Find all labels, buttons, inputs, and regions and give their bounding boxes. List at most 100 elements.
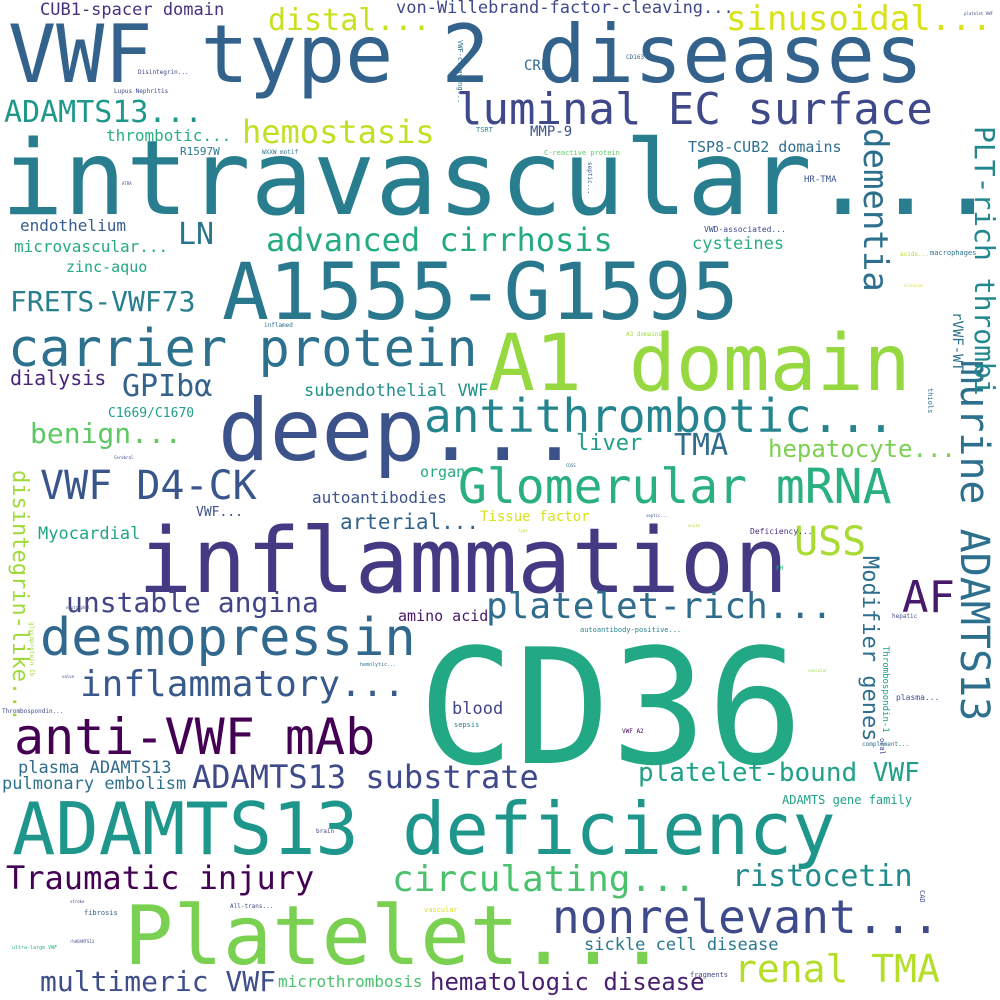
word-c-reactive-protein: C-reactive protein — [544, 149, 620, 157]
word-adamts13-substrate: ADAMTS13 substrate — [192, 758, 539, 796]
word-von-willebrand: von-Willebrand-factor-cleaving... — [396, 0, 734, 18]
word-ristocetin: ristocetin — [732, 859, 913, 894]
word-autoantibody-positive: autoantibody-positive... — [580, 626, 682, 634]
word-deep: deep... — [218, 381, 581, 481]
word-cysteines: cysteines — [692, 234, 785, 254]
word-modifier-genes: Modifier genes — [857, 556, 882, 742]
word-macrophages: macrophages — [930, 249, 977, 257]
word-unstable-angina: unstable angina — [66, 586, 319, 619]
word-all-trans: All-trans... — [230, 903, 274, 910]
word-tma: TMA — [674, 428, 729, 463]
word-vwf-d4-ck: VWF D4-CK — [40, 463, 257, 509]
word-ultra-large-vwf: TP — [692, 816, 697, 821]
word-endothelium: endothelium — [20, 216, 126, 235]
word-inflammatory: inflammatory... — [80, 664, 406, 705]
word-hematologic-disease: hematologic disease — [430, 968, 705, 996]
word-glomerular-mrna: Glomerular mRNA — [458, 459, 892, 515]
word-desmopressin: desmopressin — [40, 608, 416, 668]
word-platelet-rich: platelet-rich... — [486, 586, 833, 627]
word-intravascular: intravascular... — [1, 119, 999, 239]
word-nonrelevant: nonrelevant... — [552, 890, 940, 944]
word-lupus-nephritis: Lupus Nephritis — [114, 88, 169, 95]
word-thiols: thiols — [926, 388, 934, 414]
word-liver: liver — [576, 431, 643, 456]
word-multimeric-vwf: multimeric VWF — [40, 965, 277, 998]
word-valve: vascular — [808, 668, 828, 673]
word-a3-domains: A3 domains — [626, 331, 663, 338]
word-r1597w: R1597W — [180, 145, 220, 158]
word-sickle-cell-disease: sickle cell disease — [584, 935, 779, 955]
word-inflamed: inflamed — [264, 322, 293, 329]
word-plasma-adamts13: plasma ADAMTS13 — [18, 758, 172, 778]
word-uss: USS — [794, 519, 867, 565]
word-autoantibodies: autoantibodies — [312, 488, 447, 507]
word-hr-tma: HR-TMA — [804, 175, 837, 185]
word-cub1-spacer-domain: CUB1-spacer domain — [40, 0, 225, 20]
word-hemolytic: hemolytic... — [360, 662, 397, 668]
word-crp: CRP — [524, 58, 550, 74]
word-rvwf-wt: rVWF-WT — [949, 312, 965, 372]
word-atra: CDSS — [566, 463, 576, 468]
word-fragments: fragments — [690, 971, 728, 979]
word-tissue-factor: Tissue factor — [480, 509, 590, 525]
word-platelet: Platelet... — [124, 889, 668, 984]
word-stroke: platelet VWF — [964, 11, 993, 16]
word-tsrt: TSRT — [476, 126, 493, 134]
word-plasma-ellipsis: plasma... — [896, 693, 940, 702]
word-amino-acid: amino acid — [398, 607, 489, 625]
word-cd36: CD36 — [418, 614, 804, 801]
word-adamts13-deficiency: ADAMTS13 deficiency — [12, 787, 836, 871]
word-tsp8-cub2-domains: TSP8-CUB2 domains — [688, 138, 842, 156]
word-a1-domain: A1 domain — [488, 319, 911, 409]
word-blood: blood — [452, 699, 504, 719]
word-rhadamts13: ultra-large VWF — [12, 945, 58, 951]
word-hepatocyte: hepatocyte... — [768, 435, 956, 463]
word-dialysis: dialysis — [10, 366, 107, 390]
word-vwd-associated: VWD-associated... — [704, 225, 786, 234]
word-septic: septic... — [586, 162, 593, 195]
word-mmp-9: MMP-9 — [530, 124, 573, 140]
word-adamts-gene-family: ADAMTS gene family — [782, 793, 913, 807]
word-platelet-bound-vwf: platelet-bound VWF — [638, 758, 920, 788]
word-type: septic... — [646, 513, 668, 518]
word-subendothelial-vwf: subendothelial VWF — [304, 381, 489, 401]
word-benign: benign... — [30, 417, 182, 450]
word-cad: CAD — [918, 890, 926, 903]
word-hepatic: hepatic — [892, 613, 918, 620]
word-deficiency-ellipsis: Deficiency... — [750, 527, 813, 536]
word-myocardial: Myocardial — [38, 524, 141, 544]
word-hemostasis: hemostasis — [242, 113, 435, 151]
word-af: AF — [902, 572, 955, 623]
word-antithrombotic: antithrombotic... — [424, 389, 895, 443]
word-thrombospondin: Thrombospondin... — [2, 708, 64, 715]
word-sepsis: sepsis — [454, 721, 480, 729]
word-distal: distal... — [268, 3, 431, 38]
word-sinusoidal: sinusoidal... — [726, 0, 993, 39]
word-vascular: vascular — [424, 906, 458, 914]
word-anti-vwf-mab: anti-VWF mAb — [14, 708, 376, 766]
word-disintegrin: Disintegrin... — [138, 69, 189, 76]
word-clinical: neutrophil — [66, 605, 91, 610]
word-adamts13-ellipsis: ADAMTS13... — [4, 95, 203, 130]
word-thrombospondin-1: Thrombospondin-1 — [880, 646, 890, 733]
word-pulmonary-embolism: pulmonary embolism — [2, 774, 187, 794]
word-oral: oral — [878, 738, 886, 755]
word-advanced-cirrhosis: advanced cirrhosis — [266, 221, 613, 259]
word-complement: complement... — [862, 741, 909, 748]
word-inflammation: inflammation — [138, 509, 789, 614]
word-vwf-cleaving: VWF-cleaving... — [456, 40, 464, 104]
word-vwf-type-2-diseases: VWF type 2 diseases — [8, 8, 924, 101]
word-frets-vwf73: FRETS-VWF73 — [10, 285, 196, 318]
word-a1555-g1595: A1555-G1595 — [222, 248, 739, 338]
word-arterial: arterial... — [340, 510, 480, 534]
word-luminal-ec-surface: luminal EC surface — [456, 84, 933, 135]
word-murine-adamts13: murine ADAMTS13 — [951, 360, 997, 722]
word-microvascular: microvascular... — [14, 237, 169, 256]
word-zinc-aquo: zinc-aquo — [66, 258, 148, 276]
word-dementia: dementia — [855, 128, 895, 292]
word-plt-rich-thrombi: PLT-rich thrombi — [968, 126, 1000, 396]
word-thrombotic: thrombotic... — [106, 126, 232, 145]
word-platelet-vwf: rhADAMTS13 — [70, 939, 95, 944]
word-circulating: circulating... — [392, 859, 696, 900]
